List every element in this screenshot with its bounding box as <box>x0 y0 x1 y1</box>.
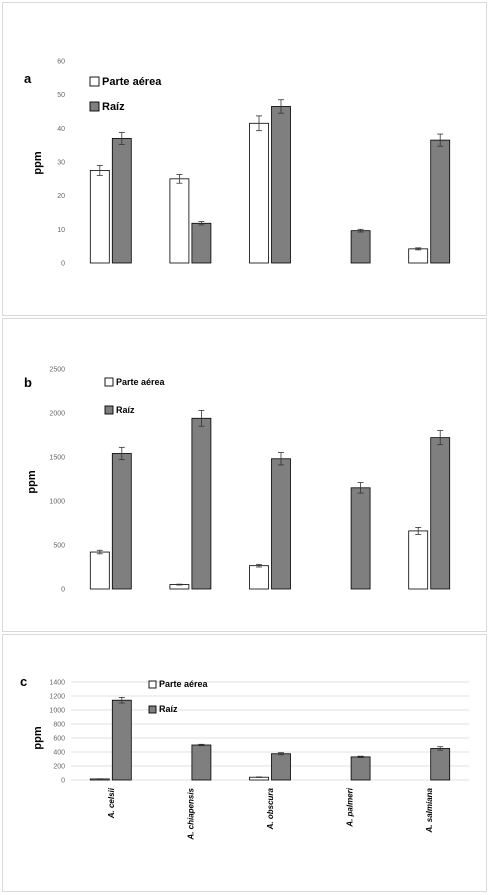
legend-label: Parte aérea <box>159 679 209 689</box>
legend-label: Raíz <box>116 405 135 415</box>
bar <box>111 699 132 781</box>
y-tick-label: 0 <box>61 778 65 785</box>
chart-panel-b: 0 500 1000 1500 2000 2500 b ppm Parte aérea Raíz <box>2 318 487 632</box>
bar <box>89 551 110 590</box>
bar <box>350 487 371 590</box>
y-axis-label: ppm <box>32 726 44 749</box>
y-tick-label: 2500 <box>49 367 65 374</box>
y-axis-label: ppm <box>26 470 38 493</box>
y-tick-label: 600 <box>53 736 65 743</box>
legend-swatch <box>104 377 114 387</box>
bar <box>271 106 291 264</box>
chart-a: 0 10 20 30 40 50 60 a ppm Parte aérea Raíz <box>24 59 451 268</box>
y-tick-label: 800 <box>53 722 65 729</box>
y-tick-label: 1000 <box>49 708 65 715</box>
bar <box>271 753 291 781</box>
bar <box>430 139 451 264</box>
y-tick-label: 20 <box>57 193 65 200</box>
y-tick-label: 1200 <box>49 694 65 701</box>
chart-panel-c: 0 200 400 600 800 1000 1200 1400 c ppm A. celsii A.… <box>2 634 487 892</box>
bar <box>430 748 451 781</box>
legend-swatch <box>148 680 157 689</box>
bar <box>271 458 291 590</box>
chart-panel-a: 0 10 20 30 40 50 60 a ppm Parte aérea Raíz <box>2 2 487 316</box>
panel-letter: c <box>20 674 27 689</box>
y-tick-label: 1400 <box>49 680 65 687</box>
panel-letter: b <box>24 375 32 390</box>
legend-label: Raíz <box>102 101 125 113</box>
bar <box>191 744 212 781</box>
x-category-label: A. salmiana <box>425 787 434 833</box>
y-tick-label: 40 <box>57 126 65 133</box>
bar <box>191 222 212 264</box>
bar <box>111 138 132 264</box>
x-category-label: A. obscura <box>266 787 275 830</box>
bar <box>249 122 269 264</box>
y-axis-label: ppm <box>32 151 44 174</box>
y-tick-label: 10 <box>57 227 65 234</box>
x-category-label: A. chiapensis <box>186 787 195 840</box>
y-tick-label: 400 <box>53 750 65 757</box>
legend-label: Parte aérea <box>116 377 166 387</box>
legend-swatch <box>148 705 157 714</box>
bar <box>191 417 212 590</box>
bar <box>249 565 269 590</box>
bar <box>430 437 451 590</box>
y-tick-label: 500 <box>53 543 65 550</box>
y-tick-label: 2000 <box>49 411 65 418</box>
y-tick-label: 30 <box>57 160 65 167</box>
bar <box>408 530 429 590</box>
legend-label: Parte aérea <box>102 76 162 88</box>
y-tick-label: 1000 <box>49 499 65 506</box>
bar <box>169 178 190 264</box>
y-tick-label: 200 <box>53 764 65 771</box>
chart-b: 0 500 1000 1500 2000 2500 b ppm Parte aérea Raíz <box>24 367 451 594</box>
x-category-label: A. palmeri <box>346 787 355 827</box>
y-tick-label: 1500 <box>49 455 65 462</box>
y-tick-label: 50 <box>57 92 65 99</box>
x-category-label: A. celsii <box>107 787 116 819</box>
chart-c: 0 200 400 600 800 1000 1200 1400 c ppm A. celsii A.… <box>20 674 469 841</box>
bar <box>350 756 371 781</box>
y-tick-label: 60 <box>57 59 65 66</box>
panel-letter: a <box>24 71 32 86</box>
y-tick-label: 0 <box>61 587 65 594</box>
legend-swatch <box>89 101 100 112</box>
legend-label: Raíz <box>159 704 178 714</box>
bar <box>89 170 110 264</box>
bar <box>111 453 132 590</box>
bar <box>408 248 429 264</box>
legend-swatch <box>89 76 100 87</box>
bar <box>350 230 371 264</box>
y-tick-label: 0 <box>61 261 65 268</box>
legend-swatch <box>104 405 114 415</box>
